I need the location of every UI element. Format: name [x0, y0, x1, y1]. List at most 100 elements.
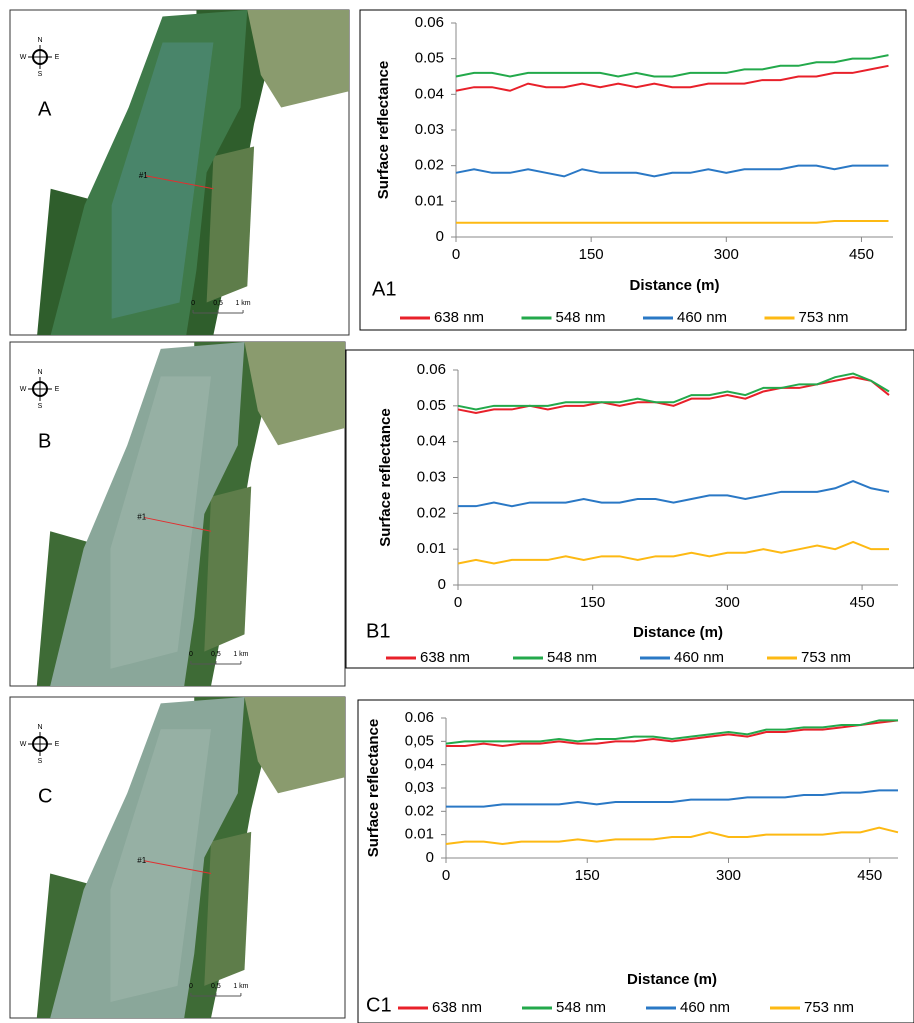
chart-frame: [357, 699, 914, 1023]
compass-letter: E: [55, 54, 60, 61]
legend-label: 548 nm: [547, 649, 597, 666]
y-axis-title: Surface reflectance: [375, 61, 392, 199]
y-tick-label: 0.01: [417, 540, 446, 557]
scale-label: 0: [191, 300, 195, 307]
y-tick-label: 0.01: [405, 826, 434, 843]
y-tick-label: 0.01: [415, 192, 444, 209]
legend-label: 460 nm: [674, 649, 724, 666]
legend-label: 548 nm: [556, 999, 606, 1016]
panel-label: A1: [372, 278, 396, 300]
y-tick-label: 0.06: [405, 709, 434, 726]
land: [247, 10, 349, 108]
legend-label: 753 nm: [799, 309, 849, 326]
legend-label: 638 nm: [434, 309, 484, 326]
scale-label: 0: [189, 651, 193, 658]
y-tick-label: 0.02: [405, 802, 434, 819]
map-label: B: [38, 430, 51, 452]
legend-label: 548 nm: [556, 309, 606, 326]
compass-letter: N: [37, 369, 42, 376]
transect-label: #1: [137, 856, 146, 865]
x-tick-label: 450: [849, 246, 874, 263]
y-tick-label: 0.04: [417, 433, 446, 450]
compass-letter: W: [20, 54, 27, 61]
transect: [143, 516, 212, 532]
y-axis-title: Surface reflectance: [365, 719, 382, 857]
map-label: C: [38, 785, 52, 807]
river-light: [110, 729, 211, 1002]
legend-label: 638 nm: [432, 999, 482, 1016]
map-label: A: [38, 98, 52, 120]
compass-letter: N: [37, 724, 42, 731]
series-line: [455, 164, 889, 178]
land: [244, 697, 345, 794]
compass-letter: S: [38, 71, 43, 78]
x-axis-title: Distance (m): [627, 971, 717, 988]
compass-letter: S: [38, 403, 43, 410]
legend-label: 753 nm: [801, 649, 851, 666]
x-tick-label: 0: [442, 867, 450, 884]
series-line: [446, 719, 899, 748]
x-tick-label: 0: [454, 594, 462, 611]
y-tick-label: 0.05: [415, 50, 444, 67]
y-tick-label: 0,05: [405, 732, 434, 749]
scale-label: 0: [189, 983, 193, 990]
transect: [143, 860, 212, 875]
legend-label: 753 nm: [804, 999, 854, 1016]
scale-label: 1 km: [233, 651, 248, 658]
y-tick-label: 0.05: [417, 397, 446, 414]
x-tick-label: 300: [714, 246, 739, 263]
compass-letter: W: [20, 741, 27, 748]
y-tick-label: 0.04: [415, 85, 444, 102]
x-tick-label: 150: [579, 246, 604, 263]
y-tick-label: 0.03: [415, 121, 444, 138]
series-line: [445, 719, 898, 745]
river-light: [111, 42, 214, 319]
x-tick-label: 450: [857, 867, 882, 884]
transect: [145, 175, 214, 190]
y-tick-label: 0,04: [405, 756, 434, 773]
panel-label: B1: [366, 620, 390, 642]
map-panel: #1 N E S W B 0 0,5 1 km: [9, 341, 346, 687]
series-line: [457, 540, 890, 565]
scale-label: 0,5: [211, 651, 221, 658]
compass-letter: E: [55, 386, 60, 393]
compass-letter: W: [20, 386, 27, 393]
legend-label: 638 nm: [420, 649, 470, 666]
y-tick-label: 0: [426, 849, 434, 866]
land: [244, 342, 345, 446]
x-tick-label: 450: [850, 594, 875, 611]
legend-label: 460 nm: [677, 309, 727, 326]
map-panel: #1 N E S W A 0 0,5 1 km: [9, 9, 350, 336]
y-axis-title: Surface reflectance: [377, 408, 394, 546]
compass-letter: N: [37, 37, 42, 44]
series-line: [458, 480, 890, 508]
transect-label: #1: [137, 513, 146, 522]
y-tick-label: 0: [436, 228, 444, 245]
x-tick-label: 0: [452, 246, 460, 263]
x-tick-label: 300: [715, 594, 740, 611]
series-line: [445, 826, 899, 846]
scale-label: 1 km: [235, 300, 250, 307]
river-light: [110, 376, 211, 669]
x-axis-title: Distance (m): [633, 624, 723, 641]
x-tick-label: 300: [716, 867, 741, 884]
series-line: [457, 372, 890, 411]
y-tick-label: 0.02: [417, 504, 446, 521]
series-line: [455, 64, 889, 92]
legend-label: 460 nm: [680, 999, 730, 1016]
y-tick-label: 0.06: [417, 361, 446, 378]
scale-label: 0,5: [213, 300, 223, 307]
series-line: [455, 54, 889, 78]
y-tick-label: 0: [438, 576, 446, 593]
transect-label: #1: [139, 171, 148, 180]
compass-letter: E: [55, 741, 60, 748]
series-line: [456, 219, 889, 224]
land: [206, 146, 255, 303]
y-tick-label: 0,03: [405, 779, 434, 796]
x-tick-label: 150: [580, 594, 605, 611]
land: [204, 486, 252, 652]
map-panel: #1 N E S W C 0 0,5 1 km: [9, 696, 346, 1019]
scale-label: 1 km: [233, 983, 248, 990]
x-axis-title: Distance (m): [629, 277, 719, 294]
